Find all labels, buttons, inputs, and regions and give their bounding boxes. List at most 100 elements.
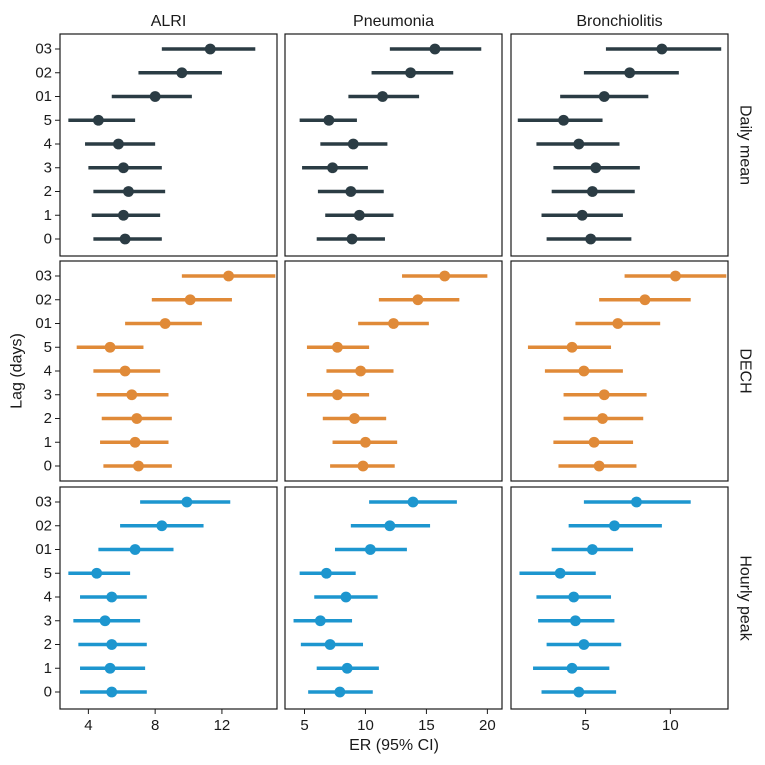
y-tick-label-r2-lag-4: 4 (44, 589, 52, 606)
estimate-point-r0-c1-lag-02 (405, 67, 416, 79)
estimate-point-r0-c1-lag-0 (346, 233, 358, 245)
x-tick-label-c0-12: 12 (214, 717, 231, 734)
estimate-point-r0-c1-lag-3 (327, 162, 338, 174)
estimate-point-r2-c1-lag-1 (341, 662, 353, 674)
panel-frame-r0-c0 (59, 33, 278, 257)
y-tick-label-r2-lag-5: 5 (44, 565, 52, 582)
y-tick-label-r1-lag-02: 02 (35, 291, 52, 308)
estimate-point-r1-c1-lag-01 (388, 318, 399, 329)
panel-frame-r2-c2 (510, 486, 729, 710)
estimate-point-r0-c1-lag-01 (377, 91, 388, 102)
estimate-point-r2-c0-lag-0 (106, 686, 118, 698)
estimate-point-r2-c2-lag-02 (609, 520, 620, 532)
panel-frame-r1-c2 (510, 260, 729, 482)
estimate-point-r2-c1-lag-02 (384, 520, 396, 532)
estimate-point-r2-c0-lag-01 (129, 544, 141, 555)
x-tick-label-c0-4: 4 (84, 717, 92, 734)
estimate-point-r1-c2-lag-4 (578, 365, 590, 377)
estimate-point-r1-c0-lag-0 (133, 460, 144, 472)
y-tick-label-r1-lag-5: 5 (44, 339, 52, 356)
x-tick-label-c1-20: 20 (479, 717, 496, 734)
row-title-dech: DECH (737, 348, 754, 393)
estimate-point-r0-c0-lag-4 (113, 138, 124, 150)
estimate-point-r2-c1-lag-3 (314, 615, 326, 627)
estimate-point-r2-c2-lag-3 (570, 615, 581, 627)
y-tick-label-r2-lag-02: 02 (35, 517, 52, 534)
panel-frame-r1-c0 (59, 260, 278, 482)
y-tick-label-r1-lag-0: 0 (44, 458, 52, 475)
estimate-point-r1-c0-lag-03 (223, 270, 234, 282)
y-tick-label-r0-lag-4: 4 (44, 136, 52, 153)
estimate-point-r0-c2-lag-03 (656, 43, 668, 55)
estimate-point-r1-c2-lag-03 (670, 270, 681, 282)
panel-frame-r0-c1 (284, 33, 503, 257)
estimate-point-r1-c2-lag-1 (588, 436, 600, 448)
estimate-point-r0-c2-lag-4 (573, 138, 585, 150)
x-tick-label-c2-5: 5 (581, 717, 589, 734)
estimate-point-r1-c0-lag-5 (104, 341, 116, 353)
estimate-point-r2-c1-lag-01 (364, 544, 376, 555)
x-tick-label-c2-10: 10 (662, 717, 679, 734)
y-tick-label-r0-lag-1: 1 (44, 207, 52, 224)
estimate-point-r2-c2-lag-1 (566, 662, 578, 674)
y-tick-label-r1-lag-03: 03 (35, 268, 52, 285)
estimate-point-r0-c2-lag-2 (586, 186, 598, 197)
y-tick-label-r0-lag-02: 02 (35, 64, 52, 81)
estimate-point-r1-c1-lag-03 (439, 270, 451, 282)
estimate-point-r0-c0-lag-01 (149, 91, 161, 102)
x-tick-label-c0-8: 8 (151, 717, 159, 734)
y-tick-label-r1-lag-2: 2 (44, 410, 52, 427)
y-tick-label-r1-lag-4: 4 (44, 363, 52, 380)
estimate-point-r2-c0-lag-2 (106, 639, 118, 650)
x-axis-title: ER (95% CI) (349, 737, 439, 754)
y-tick-label-r0-lag-5: 5 (44, 112, 52, 129)
y-tick-label-r2-lag-3: 3 (44, 612, 52, 629)
estimate-point-r0-c2-lag-1 (576, 209, 588, 221)
panel-frame-r2-c1 (284, 486, 503, 710)
estimate-point-r0-c0-lag-1 (118, 209, 129, 221)
y-tick-label-r2-lag-03: 03 (35, 494, 52, 511)
estimate-point-r2-c1-lag-4 (340, 591, 352, 603)
estimate-point-r1-c1-lag-4 (355, 365, 366, 377)
y-axis-title: Lag (days) (9, 333, 26, 409)
estimate-point-r1-c1-lag-02 (412, 294, 424, 306)
panel-frame-r2-c0 (59, 486, 278, 710)
column-title-alri: ALRI (151, 13, 187, 30)
estimate-point-r1-c0-lag-01 (159, 318, 171, 329)
estimate-point-r1-c1-lag-1 (360, 436, 371, 448)
estimate-point-r2-c2-lag-2 (578, 639, 590, 650)
estimate-point-r2-c1-lag-5 (321, 567, 332, 579)
y-tick-label-r1-lag-01: 01 (35, 315, 52, 332)
estimate-point-r2-c2-lag-4 (568, 591, 580, 603)
estimate-point-r0-c1-lag-5 (323, 114, 335, 126)
x-tick-label-c1-10: 10 (357, 717, 374, 734)
y-tick-label-r0-lag-0: 0 (44, 231, 52, 248)
estimate-point-r1-c2-lag-0 (593, 460, 605, 472)
y-tick-label-r0-lag-01: 01 (35, 88, 52, 105)
estimate-point-r0-c2-lag-3 (590, 162, 602, 174)
estimate-point-r1-c2-lag-3 (598, 389, 610, 401)
estimate-point-r2-c1-lag-0 (334, 686, 346, 698)
estimate-point-r0-c1-lag-2 (345, 186, 357, 197)
estimate-point-r2-c0-lag-1 (104, 662, 116, 674)
estimate-point-r2-c2-lag-0 (573, 686, 585, 698)
estimate-point-r0-c2-lag-0 (585, 233, 597, 245)
estimate-point-r1-c0-lag-1 (129, 436, 141, 448)
estimate-point-r0-c0-lag-5 (92, 114, 104, 126)
row-title-daily-mean: Daily mean (737, 105, 754, 185)
estimate-point-r0-c0-lag-0 (119, 233, 131, 245)
estimate-point-r2-c0-lag-03 (181, 496, 193, 508)
y-tick-label-r1-lag-3: 3 (44, 386, 52, 403)
estimate-point-r1-c0-lag-3 (126, 389, 138, 401)
estimate-point-r2-c0-lag-3 (99, 615, 111, 627)
y-tick-label-r0-lag-03: 03 (35, 41, 52, 58)
estimate-point-r0-c2-lag-02 (624, 67, 636, 79)
estimate-point-r0-c0-lag-03 (204, 43, 216, 55)
estimate-point-r0-c1-lag-4 (347, 138, 359, 150)
estimate-point-r1-c1-lag-0 (357, 460, 369, 472)
estimate-point-r2-c2-lag-01 (586, 544, 598, 555)
estimate-point-r2-c0-lag-02 (156, 520, 168, 532)
estimate-point-r2-c0-lag-4 (106, 591, 118, 603)
y-tick-label-r1-lag-1: 1 (44, 434, 52, 451)
